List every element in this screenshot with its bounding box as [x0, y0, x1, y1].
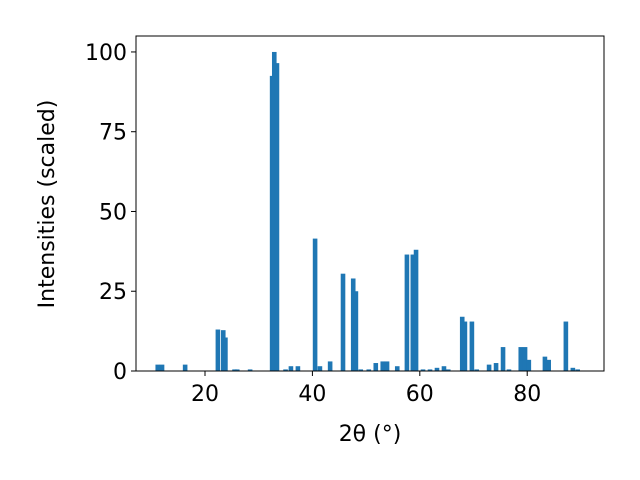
- bar: [526, 359, 532, 371]
- bar: [575, 369, 580, 371]
- x-tick-label: 80: [513, 382, 541, 407]
- bar: [182, 364, 188, 371]
- bar: [518, 347, 524, 371]
- x-axis-label: 2θ (°): [339, 422, 402, 447]
- bar: [469, 321, 475, 371]
- bar: [215, 329, 221, 371]
- bar: [410, 254, 416, 371]
- bar: [358, 369, 364, 371]
- bar: [247, 369, 253, 371]
- y-tick-label: 0: [113, 360, 127, 385]
- bar: [353, 291, 359, 371]
- bar: [434, 367, 440, 371]
- bar: [373, 363, 379, 371]
- bar: [366, 369, 372, 371]
- bar: [234, 369, 240, 371]
- bar: [295, 366, 301, 371]
- bar: [271, 51, 277, 371]
- x-tick-label: 20: [191, 382, 219, 407]
- bar: [542, 356, 548, 371]
- bar: [404, 254, 410, 371]
- bar: [327, 361, 333, 371]
- bar: [232, 369, 237, 371]
- y-tick-label: 25: [99, 280, 127, 305]
- bar: [394, 366, 400, 371]
- bar: [506, 369, 512, 371]
- y-tick-label: 75: [99, 121, 127, 146]
- bar: [155, 364, 161, 371]
- bar: [546, 359, 551, 371]
- bar: [420, 369, 426, 371]
- bar: [350, 278, 356, 371]
- bar: [384, 361, 390, 371]
- y-tick-label: 50: [99, 200, 127, 225]
- bar: [380, 361, 386, 371]
- bar: [317, 366, 323, 371]
- bar: [441, 366, 447, 371]
- bar: [570, 367, 576, 371]
- bar: [474, 369, 480, 371]
- bar: [283, 369, 288, 371]
- y-axis-label: Intensities (scaled): [35, 100, 60, 309]
- bar: [159, 364, 165, 371]
- bar: [340, 273, 346, 371]
- bar: [274, 63, 280, 371]
- bar: [563, 321, 569, 371]
- bar: [462, 321, 468, 371]
- bar: [223, 337, 228, 371]
- x-tick-label: 40: [298, 382, 326, 407]
- bar: [445, 369, 451, 371]
- bar: [288, 366, 294, 371]
- x-tick-label: 60: [406, 382, 434, 407]
- bar: [459, 316, 465, 371]
- bar: [413, 249, 419, 371]
- y-tick-label: 100: [85, 41, 127, 66]
- bar: [522, 347, 528, 371]
- bar: [312, 238, 318, 371]
- plot-frame: [135, 35, 605, 372]
- bar: [500, 347, 506, 371]
- bar: [486, 364, 492, 371]
- bar: [493, 363, 499, 371]
- bar: [427, 369, 433, 371]
